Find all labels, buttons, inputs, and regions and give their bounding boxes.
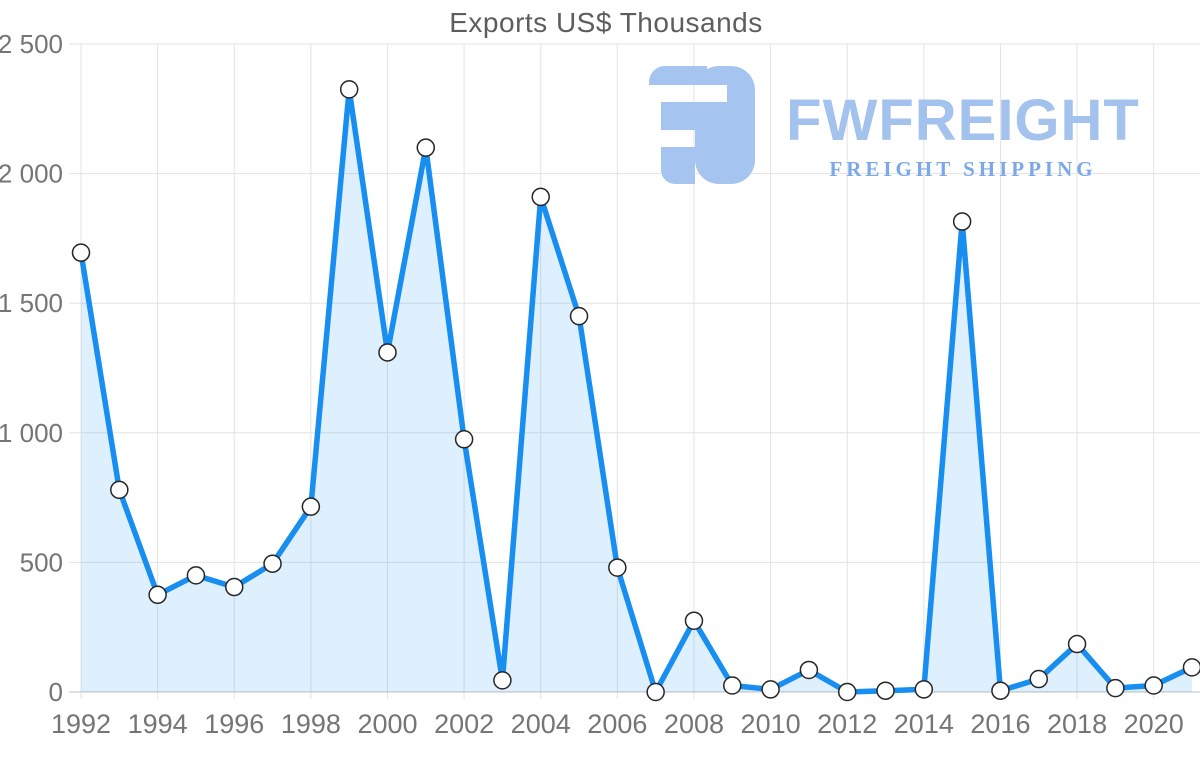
x-axis-tick-label: 2010 xyxy=(741,709,801,739)
y-axis-tick-label: 500 xyxy=(20,547,63,577)
data-point-marker xyxy=(991,681,1010,700)
data-point-marker xyxy=(1106,678,1125,698)
data-point-marker xyxy=(493,671,512,690)
data-point-marker xyxy=(224,577,244,597)
x-axis-tick-label: 1992 xyxy=(51,709,111,739)
x-axis-tick-label: 1996 xyxy=(204,709,264,739)
watermark-logo: FWFREIGHT FREIGHT SHIPPING xyxy=(645,66,1154,184)
x-axis-tick-label: 2012 xyxy=(817,709,877,739)
data-point-marker xyxy=(914,680,934,699)
y-axis-tick-label: 0 xyxy=(49,677,63,707)
data-point-marker xyxy=(148,585,167,605)
x-axis-tick-label: 2018 xyxy=(1047,709,1107,739)
data-point-marker xyxy=(339,80,359,99)
x-axis-tick-label: 2014 xyxy=(894,709,954,739)
x-axis-tick-label: 2004 xyxy=(511,709,571,739)
data-point-marker xyxy=(1067,634,1087,654)
x-axis-tick-label: 2008 xyxy=(664,709,724,739)
data-point-marker xyxy=(71,243,91,262)
data-point-marker xyxy=(454,430,474,449)
data-point-marker xyxy=(608,558,627,577)
data-point-marker xyxy=(952,212,972,231)
watermark-brand-text: FWFREIGHT xyxy=(786,88,1140,153)
data-point-marker xyxy=(569,306,589,326)
data-point-marker xyxy=(1144,676,1163,695)
watermark-tagline-text: FREIGHT SHIPPING xyxy=(829,157,1097,181)
y-axis-tick-label: 1 000 xyxy=(0,418,63,448)
data-point-marker xyxy=(378,343,397,362)
data-point-marker xyxy=(110,480,129,500)
data-point-marker xyxy=(416,138,436,157)
data-point-marker xyxy=(799,660,819,680)
data-point-marker xyxy=(837,682,857,702)
data-point-marker xyxy=(531,187,550,207)
y-axis-tick-label: 1 500 xyxy=(0,288,63,318)
y-axis-tick-label: 2 000 xyxy=(0,159,63,189)
data-point-marker xyxy=(186,566,206,585)
data-point-marker xyxy=(876,681,895,700)
data-point-marker xyxy=(723,676,742,695)
data-point-marker xyxy=(761,680,780,699)
data-point-marker xyxy=(684,611,704,630)
data-point-marker xyxy=(1029,669,1049,689)
x-axis-tick-label: 2016 xyxy=(970,709,1030,739)
data-point-marker xyxy=(263,554,282,573)
chart-title: Exports US$ Thousands xyxy=(449,7,763,38)
data-point-marker xyxy=(301,497,321,516)
x-axis-tick-label: 1994 xyxy=(128,709,188,739)
data-point-marker xyxy=(646,682,665,702)
watermark-text-block: FWFREIGHT FREIGHT SHIPPING xyxy=(772,66,1154,182)
x-axis-tick-label: 1998 xyxy=(281,709,341,739)
x-axis-tick-label: 2020 xyxy=(1124,709,1184,739)
data-point-marker xyxy=(1182,658,1200,677)
series-area-fill xyxy=(81,89,1192,693)
x-axis-tick-label: 2006 xyxy=(587,709,647,739)
fwfreight-logo-icon xyxy=(645,66,755,184)
x-axis-tick-label: 2002 xyxy=(434,709,494,739)
x-axis-tick-label: 2000 xyxy=(357,709,417,739)
y-axis-tick-label: 2 500 xyxy=(0,29,63,59)
